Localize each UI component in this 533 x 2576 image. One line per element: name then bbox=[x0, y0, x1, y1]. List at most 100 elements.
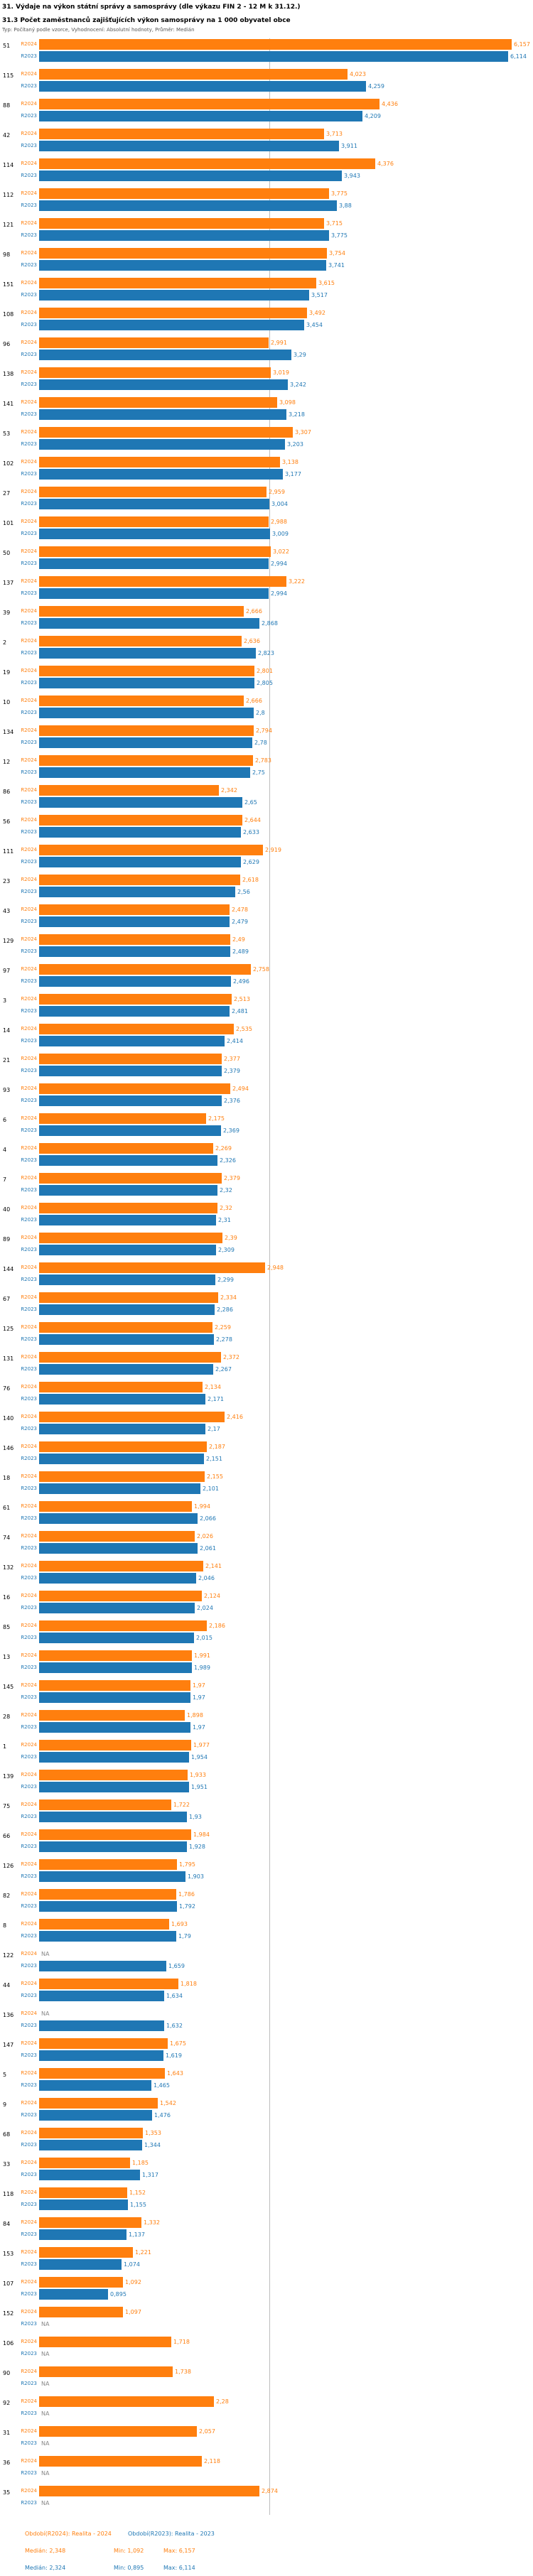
bar-2024 bbox=[39, 1143, 213, 1154]
bar-2023 bbox=[39, 2259, 122, 2270]
category-label: 132 bbox=[3, 1564, 14, 1571]
bar-row-2023: R2023 1,903 bbox=[0, 1871, 533, 1883]
bar-group: 9 R2024 1,542 R2023 1,476 bbox=[0, 2097, 533, 2127]
series-row-label-2024: R2024 bbox=[21, 41, 37, 47]
bar-group: 118 R2024 1,152 R2023 1,155 bbox=[0, 2187, 533, 2217]
category-label: 146 bbox=[3, 1445, 14, 1451]
bar-group: 147 R2024 1,675 R2023 1,619 bbox=[0, 2037, 533, 2067]
series-row-label-2024: R2024 bbox=[21, 727, 37, 733]
bar-2024 bbox=[39, 1412, 225, 1422]
bar-row-2023: R2023 2,015 bbox=[0, 1632, 533, 1644]
series-row-label-2024: R2024 bbox=[21, 429, 37, 435]
value-label-2023: 1,465 bbox=[154, 2082, 170, 2089]
value-label-2024: 2,644 bbox=[244, 817, 261, 823]
bar-2023 bbox=[39, 1603, 195, 1613]
row-label-area: R2023 bbox=[0, 2143, 39, 2148]
bar-2024 bbox=[39, 2426, 197, 2437]
bar-row-2023: R2023 3,911 bbox=[0, 140, 533, 152]
row-label-area: R2023 bbox=[0, 1695, 39, 1700]
bar-2024 bbox=[39, 696, 244, 706]
bar-row-2023: R2023 2,379 bbox=[0, 1065, 533, 1077]
row-label-area: R2023 bbox=[0, 561, 39, 566]
bar-2024 bbox=[39, 1620, 207, 1631]
bar-2024 bbox=[39, 99, 379, 109]
series-row-label-2023: R2023 bbox=[21, 1038, 37, 1044]
category-label: 43 bbox=[3, 908, 11, 914]
category-label: 53 bbox=[3, 431, 11, 437]
bar-row-2024: 134 R2024 2,794 bbox=[0, 725, 533, 737]
series-row-label-2024: R2024 bbox=[21, 1384, 37, 1390]
bar-2024 bbox=[39, 666, 254, 676]
series-row-label-2023: R2023 bbox=[21, 352, 37, 357]
row-label-area: R2023 bbox=[0, 1397, 39, 1402]
value-label-2023: 2,805 bbox=[257, 680, 273, 686]
bar-row-2024: 3 R2024 2,513 bbox=[0, 993, 533, 1005]
series-row-label-2024: R2024 bbox=[21, 1772, 37, 1777]
category-label: 4 bbox=[3, 1147, 7, 1153]
value-label-2024: NA bbox=[41, 1951, 50, 1957]
grouped-bar-chart: 51 R2024 6,157 R2023 6,114 115 R2024 4,023 R2023… bbox=[0, 38, 533, 2515]
row-label-area: R2023 bbox=[0, 2113, 39, 2118]
series-row-label-2024: R2024 bbox=[21, 2040, 37, 2046]
value-label-2024: 2,187 bbox=[209, 1444, 225, 1450]
bar-group: 97 R2024 2,758 R2023 2,496 bbox=[0, 963, 533, 993]
value-label-2024: 3,775 bbox=[331, 190, 348, 197]
row-label-area: R2023 bbox=[0, 1993, 39, 1998]
bar-2023 bbox=[39, 1961, 166, 1971]
category-label: 40 bbox=[3, 1206, 11, 1213]
value-label-2024: 1,185 bbox=[132, 2160, 149, 2166]
bar-row-2024: 13 R2024 1,991 bbox=[0, 1650, 533, 1662]
bar-row-2024: 82 R2024 1,786 bbox=[0, 1888, 533, 1900]
bar-row-2024: 4 R2024 2,269 bbox=[0, 1142, 533, 1154]
series-row-label-2024: R2024 bbox=[21, 190, 37, 196]
bar-2023 bbox=[39, 2229, 126, 2240]
bar-2024 bbox=[39, 1710, 185, 1721]
row-label-area: 152 R2024 bbox=[0, 2310, 39, 2317]
bar-2024 bbox=[39, 904, 230, 915]
row-label-area: R2023 bbox=[0, 1039, 39, 1044]
series-row-label-2024: R2024 bbox=[21, 1145, 37, 1151]
series-row-label-2023: R2023 bbox=[21, 2023, 37, 2028]
bar-group: 12 R2024 2,783 R2023 2,75 bbox=[0, 754, 533, 784]
row-label-area: R2023 bbox=[0, 1844, 39, 1849]
bar-group: 4 R2024 2,269 R2023 2,326 bbox=[0, 1142, 533, 1172]
bar-row-2024: 27 R2024 2,959 bbox=[0, 486, 533, 498]
bar-row-2024: 2 R2024 2,636 bbox=[0, 635, 533, 647]
row-label-area: R2023 bbox=[0, 591, 39, 596]
series-row-label-2023: R2023 bbox=[21, 1277, 37, 1282]
series-row-label-2023: R2023 bbox=[21, 2142, 37, 2148]
series-row-label-2024: R2024 bbox=[21, 1205, 37, 1211]
row-label-area: 51 R2024 bbox=[0, 41, 39, 50]
bar-2023 bbox=[39, 2080, 151, 2091]
category-label: 129 bbox=[3, 938, 14, 944]
value-label-2023: 2,17 bbox=[208, 1426, 220, 1432]
row-label-area: R2023 bbox=[0, 1725, 39, 1730]
row-label-area: 36 R2024 bbox=[0, 2459, 39, 2467]
row-label-area: 35 R2024 bbox=[0, 2489, 39, 2496]
bar-row-2023: R2023 1,79 bbox=[0, 1930, 533, 1942]
bar-2024 bbox=[39, 1024, 234, 1034]
stats-row-2024: Medián: 2,348 Min: 1,092 Max: 6,157 bbox=[25, 2542, 533, 2559]
series-row-label-2023: R2023 bbox=[21, 948, 37, 954]
row-label-area: 138 R2024 bbox=[0, 370, 39, 378]
bar-group: 33 R2024 1,185 R2023 1,317 bbox=[0, 2157, 533, 2187]
series-row-label-2024: R2024 bbox=[21, 1503, 37, 1509]
category-label: 98 bbox=[3, 251, 11, 258]
series-row-label-2023: R2023 bbox=[21, 889, 37, 894]
bar-row-2023: R2023 2,299 bbox=[0, 1274, 533, 1286]
category-label: 106 bbox=[3, 2340, 14, 2347]
category-label: 8 bbox=[3, 1922, 7, 1929]
series-row-label-2023: R2023 bbox=[21, 2500, 37, 2506]
value-label-2024: 2,057 bbox=[199, 2428, 215, 2435]
row-label-area: R2023 bbox=[0, 203, 39, 208]
bar-2023 bbox=[39, 1633, 194, 1643]
value-label-2024: 2,49 bbox=[232, 936, 245, 943]
category-label: 50 bbox=[3, 550, 11, 556]
category-label: 12 bbox=[3, 759, 11, 765]
category-label: 88 bbox=[3, 102, 11, 109]
bar-row-2024: 88 R2024 4,436 bbox=[0, 98, 533, 110]
value-label-2023: 3,943 bbox=[344, 173, 360, 179]
bar-row-2024: 137 R2024 3,222 bbox=[0, 575, 533, 588]
value-label-2023: 1,317 bbox=[142, 2172, 158, 2178]
bar-row-2024: 93 R2024 2,494 bbox=[0, 1083, 533, 1095]
